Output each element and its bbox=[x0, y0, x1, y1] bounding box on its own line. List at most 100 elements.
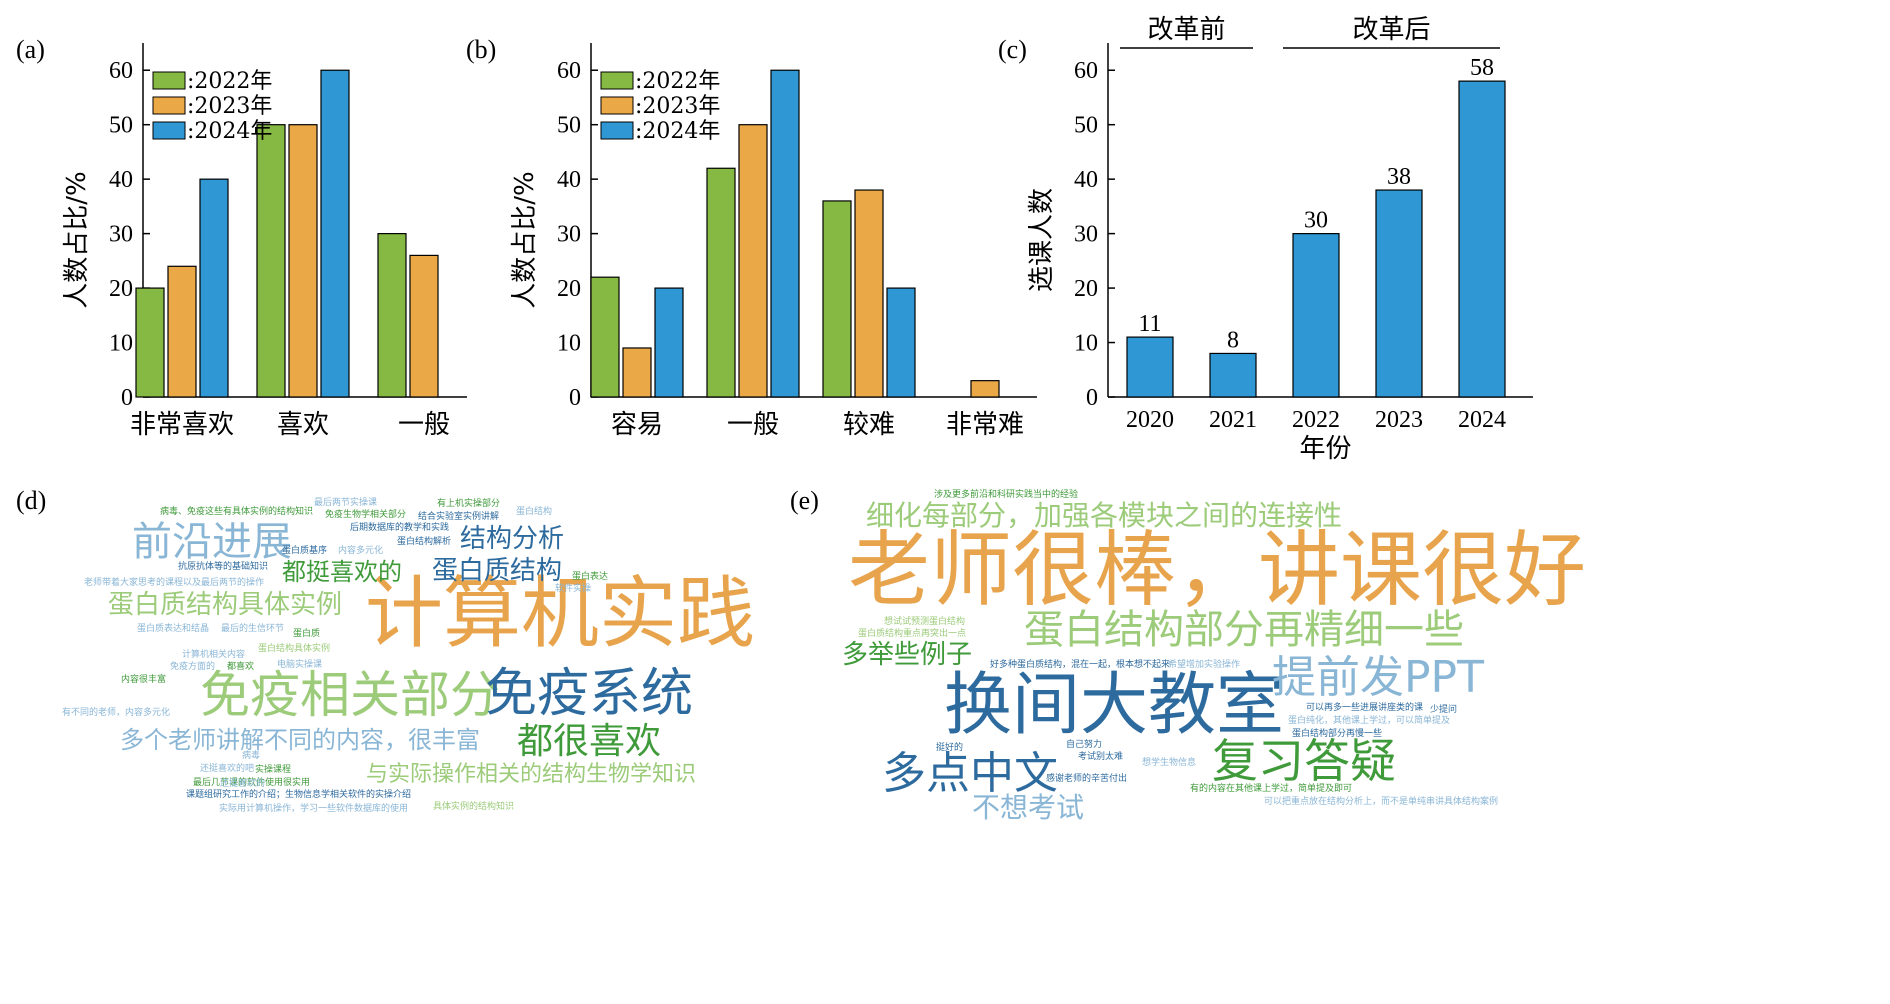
x-tick-label: 2024 bbox=[1458, 407, 1506, 433]
legend-swatch bbox=[152, 121, 186, 140]
data-label: 11 bbox=[1138, 311, 1161, 337]
legend-label: :2024年 bbox=[187, 119, 272, 144]
wordcloud-word: 最后两节实操课 bbox=[314, 498, 378, 508]
group-annotation: 改革前 bbox=[1147, 15, 1225, 45]
x-tick-label: 2022 bbox=[1292, 407, 1340, 433]
bar bbox=[706, 167, 736, 398]
wordcloud-word: 具体实例的结构知识 bbox=[433, 802, 515, 812]
y-tick-label: 0 bbox=[569, 385, 581, 411]
legend-swatch bbox=[600, 96, 634, 115]
legend-label: :2023年 bbox=[187, 94, 272, 119]
wordcloud-word: 多点中文 bbox=[882, 748, 1058, 799]
wordcloud-word: 蛋白质基序 bbox=[282, 546, 328, 556]
x-tick-label: 非常喜欢 bbox=[130, 410, 234, 440]
wordcloud-word: 蛋白结构 bbox=[516, 507, 553, 517]
wordcloud-word: 感谢老师的辛苦付出 bbox=[1046, 774, 1128, 784]
bar bbox=[622, 347, 652, 398]
bar bbox=[288, 124, 318, 398]
wordcloud-word: 可以把重点放在结构分析上，而不是单纯串讲具体结构案例 bbox=[1264, 797, 1499, 807]
legend-swatch bbox=[152, 71, 186, 90]
y-tick-label: 60 bbox=[557, 58, 581, 84]
chart-c: (c) 0 10 20 30 40 50 60 选课人数 11 2020 8 2021 30 2022 38 2… bbox=[998, 15, 1533, 464]
legend-label: :2023年 bbox=[635, 94, 720, 119]
wordcloud-word: 病毒、免疫这些有具体实例的结构知识 bbox=[160, 507, 314, 517]
wordcloud-word: 计算机相关内容 bbox=[182, 650, 246, 660]
bar bbox=[822, 200, 852, 398]
wordcloud-word: 蛋白结构部分再慢一些 bbox=[1292, 729, 1383, 739]
legend-label: :2024年 bbox=[635, 119, 720, 144]
bar bbox=[167, 265, 197, 398]
wordcloud-word: 免疫生物学相关部分 bbox=[325, 510, 407, 520]
wordcloud-word: 实际用计算机操作，学习一些软件数据库的使用 bbox=[219, 804, 409, 814]
y-tick-label: 40 bbox=[557, 167, 581, 193]
wordcloud-word: 涉及更多前沿和科研实践当中的经验 bbox=[934, 490, 1079, 500]
legend-swatch bbox=[600, 121, 634, 140]
wordcloud-word: 多举些例子 bbox=[842, 640, 973, 670]
wordcloud-word: 细化每部分，加强各模块之间的连接性 bbox=[866, 499, 1343, 532]
x-tick-label: 2023 bbox=[1375, 407, 1423, 433]
y-tick-label: 60 bbox=[109, 58, 133, 84]
wordcloud-word: 想学生物信息 bbox=[1142, 758, 1197, 768]
y-tick-label: 10 bbox=[557, 331, 581, 357]
wordcloud-word: 与实际操作相关的结构生物学知识 bbox=[366, 762, 697, 787]
data-label: 38 bbox=[1387, 164, 1411, 190]
y-axis-label: 人数占比/% bbox=[510, 171, 540, 308]
x-tick-label: 非常难 bbox=[946, 410, 1024, 440]
bar bbox=[770, 69, 800, 398]
bar bbox=[320, 69, 350, 398]
wordcloud-word: 后期数据库的教学和实践 bbox=[350, 523, 450, 533]
wordcloud-word: 有上机实操部分 bbox=[437, 499, 501, 509]
wordcloud-word: 想试试预测蛋白结构 bbox=[884, 617, 966, 627]
bar bbox=[854, 189, 884, 398]
wordcloud-word: 少提问 bbox=[1430, 705, 1458, 715]
wordcloud-word: 提前发PPT bbox=[1272, 652, 1484, 703]
y-tick-label: 10 bbox=[109, 331, 133, 357]
bar bbox=[654, 287, 684, 398]
wordcloud-word: 内容很丰富 bbox=[121, 675, 167, 685]
wordcloud-word: 蛋白质结构 bbox=[432, 556, 563, 586]
wordcloud-word: 实操课程 bbox=[255, 765, 292, 775]
wordcloud-word: 病毒 bbox=[242, 751, 261, 761]
y-tick-label: 30 bbox=[109, 222, 133, 248]
wordcloud-word: 蛋白纯化，其他课上学过，可以简单提及 bbox=[1288, 716, 1451, 726]
x-tick-label: 2021 bbox=[1209, 407, 1257, 433]
x-tick-label: 一般 bbox=[398, 410, 450, 440]
data-label: 30 bbox=[1304, 208, 1328, 234]
panel-label: (a) bbox=[16, 35, 45, 64]
wordcloud-word: 内容多元化 bbox=[338, 546, 384, 556]
bar bbox=[738, 124, 768, 398]
wordcloud-word: 免疫系统 bbox=[485, 664, 694, 724]
y-tick-label: 60 bbox=[1074, 58, 1098, 84]
wordcloud-word: 不想考试 bbox=[972, 791, 1085, 824]
wordcloud-word: 挺好的 bbox=[936, 743, 964, 753]
x-tick-label: 一般 bbox=[727, 410, 779, 440]
wordcloud-word: 都挺喜欢的 bbox=[282, 558, 402, 586]
wordcloud-word: 计算机实践 bbox=[365, 569, 756, 659]
wordcloud-word: 考试别太难 bbox=[1078, 752, 1124, 762]
bar bbox=[1375, 189, 1423, 398]
bar bbox=[1209, 352, 1257, 398]
bar bbox=[409, 254, 439, 398]
legend-label: :2022年 bbox=[187, 69, 272, 94]
y-tick-label: 0 bbox=[1086, 385, 1098, 411]
wordcloud-word: 蛋白质 bbox=[293, 629, 321, 639]
wordcloud-word: 蛋白结构部分再精细一些 bbox=[1024, 607, 1464, 653]
legend-swatch bbox=[600, 71, 634, 90]
y-axis-label: 选课人数 bbox=[1027, 188, 1057, 292]
wordcloud-word: 软件实操 bbox=[555, 584, 592, 594]
wordcloud-word: 自己努力 bbox=[1066, 740, 1103, 750]
bar bbox=[377, 233, 407, 398]
x-axis-label: 年份 bbox=[1299, 434, 1351, 464]
data-label: 8 bbox=[1227, 327, 1239, 353]
y-tick-label: 40 bbox=[1074, 167, 1098, 193]
legend-swatch bbox=[152, 96, 186, 115]
wordcloud-word: 还挺喜欢的吧 bbox=[200, 764, 255, 774]
bar bbox=[1458, 80, 1506, 398]
wordcloud-word: 最后的生信环节 bbox=[221, 624, 285, 634]
panel-label: (b) bbox=[466, 35, 496, 64]
bar bbox=[970, 380, 1000, 398]
bar bbox=[886, 287, 916, 398]
